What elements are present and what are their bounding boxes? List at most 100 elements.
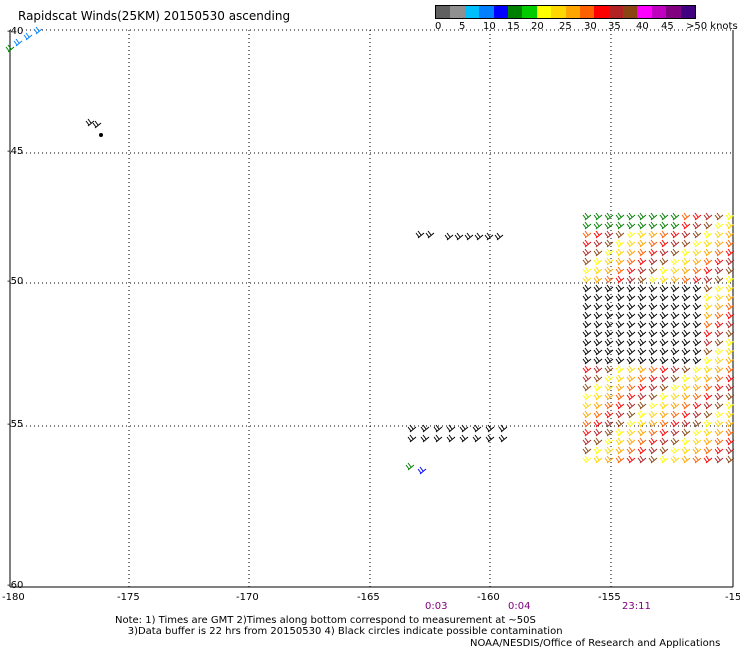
wind-barb — [714, 302, 724, 311]
wind-barb — [703, 356, 713, 365]
wind-barb — [484, 232, 494, 241]
wind-barb — [692, 392, 702, 401]
wind-barb — [648, 311, 658, 320]
wind-barb — [648, 239, 658, 248]
wind-barb — [615, 293, 625, 302]
wind-barb — [626, 374, 636, 383]
wind-barb — [637, 257, 647, 266]
colorbar-segment — [666, 6, 681, 18]
wind-barb — [648, 347, 658, 356]
wind-barb — [626, 320, 636, 329]
wind-barb — [637, 356, 647, 365]
wind-barb — [703, 275, 713, 284]
wind-barb — [637, 329, 647, 338]
wind-barb — [714, 437, 724, 446]
wind-barb — [604, 383, 614, 392]
wind-barb — [692, 329, 702, 338]
wind-barb — [615, 266, 625, 275]
wind-barb — [626, 230, 636, 239]
wind-barb — [604, 248, 614, 257]
wind-barb — [703, 428, 713, 437]
wind-barb — [593, 347, 603, 356]
wind-barb — [703, 221, 713, 230]
wind-barb — [615, 419, 625, 428]
wind-barb — [725, 356, 735, 365]
colorbar-label: 0 — [435, 21, 442, 32]
wind-barb — [464, 232, 474, 241]
wind-barb — [725, 446, 735, 455]
wind-barb — [648, 293, 658, 302]
wind-barb — [725, 347, 735, 356]
wind-barb — [637, 293, 647, 302]
wind-barbs — [5, 26, 735, 475]
wind-barb — [582, 410, 592, 419]
colorbar-segment — [680, 6, 696, 18]
wind-barb — [593, 392, 603, 401]
wind-barb — [454, 232, 464, 241]
wind-barb — [405, 462, 415, 471]
wind-barb — [626, 410, 636, 419]
wind-barb — [593, 338, 603, 347]
wind-barb — [714, 338, 724, 347]
wind-barb — [692, 311, 702, 320]
wind-barb — [637, 374, 647, 383]
wind-barb — [692, 401, 702, 410]
wind-barb — [692, 284, 702, 293]
wind-barb — [604, 293, 614, 302]
wind-barb — [637, 401, 647, 410]
colorbar-label: 45 — [661, 21, 674, 32]
wind-barb — [692, 437, 702, 446]
wind-barb — [681, 293, 691, 302]
wind-barb — [714, 419, 724, 428]
wind-barb — [692, 428, 702, 437]
wind-barb — [681, 338, 691, 347]
wind-barb — [433, 434, 443, 443]
wind-barb — [714, 239, 724, 248]
wind-barb — [659, 212, 669, 221]
wind-barb — [582, 293, 592, 302]
wind-barb — [703, 446, 713, 455]
wind-barb — [692, 230, 702, 239]
wind-barb — [703, 374, 713, 383]
wind-barb — [626, 293, 636, 302]
wind-barb — [670, 257, 680, 266]
wind-barb — [92, 120, 102, 129]
wind-barb — [670, 419, 680, 428]
wind-barb — [446, 434, 456, 443]
wind-barb — [703, 248, 713, 257]
lon-label: -170 — [236, 592, 259, 603]
wind-barb — [692, 365, 702, 374]
wind-barb — [626, 311, 636, 320]
wind-barb — [725, 410, 735, 419]
wind-barb — [582, 275, 592, 284]
wind-barb — [703, 266, 713, 275]
wind-barb — [615, 248, 625, 257]
wind-barb — [626, 275, 636, 284]
wind-barb — [648, 356, 658, 365]
wind-barb — [593, 419, 603, 428]
wind-barb — [681, 320, 691, 329]
wind-barb — [604, 392, 614, 401]
wind-barb — [637, 365, 647, 374]
wind-barb — [648, 275, 658, 284]
wind-barb — [615, 221, 625, 230]
wind-barb — [485, 434, 495, 443]
wind-barb — [659, 257, 669, 266]
wind-barb — [725, 383, 735, 392]
wind-barb — [670, 248, 680, 257]
wind-barb — [23, 32, 33, 41]
wind-barb — [670, 365, 680, 374]
wind-barb — [670, 347, 680, 356]
wind-barb — [681, 455, 691, 464]
wind-barb — [615, 302, 625, 311]
wind-barb — [593, 302, 603, 311]
wind-barb — [459, 424, 469, 433]
wind-barb — [648, 437, 658, 446]
wind-barb — [459, 434, 469, 443]
wind-barb — [659, 383, 669, 392]
wind-barb — [593, 401, 603, 410]
wind-barb — [604, 302, 614, 311]
wind-barb — [604, 275, 614, 284]
wind-barb — [714, 401, 724, 410]
